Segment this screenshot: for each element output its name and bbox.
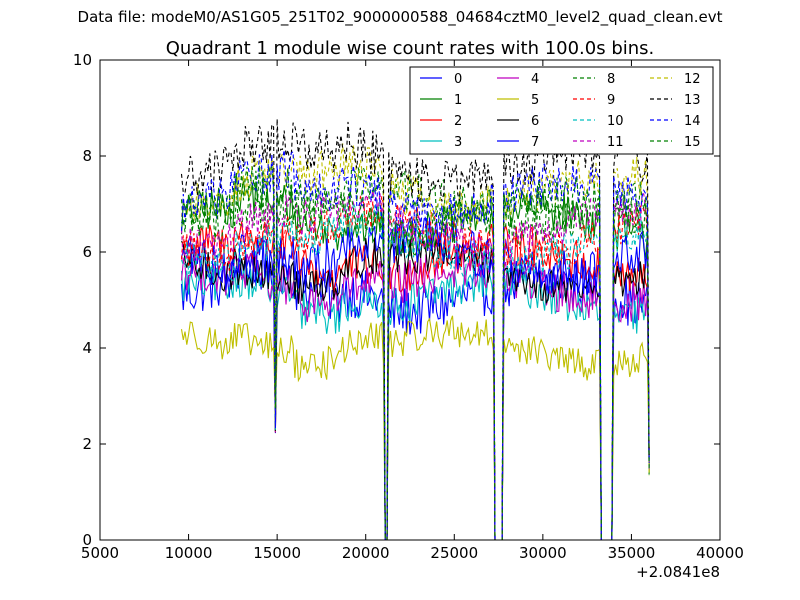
- series-line-8: [180, 166, 650, 540]
- x-offset-label: +2.0841e8: [636, 563, 720, 581]
- series-line-10: [180, 201, 650, 540]
- series-line-4: [180, 248, 650, 540]
- legend-label-10: 10: [607, 114, 624, 129]
- file-title: Data file: modeM0/AS1G05_251T02_90000005…: [77, 8, 723, 26]
- legend-label-7: 7: [531, 135, 539, 150]
- legend-label-9: 9: [607, 93, 615, 108]
- y-tick-label: 4: [82, 339, 92, 357]
- series-line-13: [180, 118, 650, 540]
- legend-label-8: 8: [607, 72, 615, 87]
- axes-layer: 5000 10000 15000 20000 25000 30000 35000 40000 0…: [73, 51, 744, 562]
- x-tick-label: 40000: [696, 544, 744, 562]
- legend-label-2: 2: [454, 114, 462, 129]
- plot-frame: [99, 59, 721, 541]
- y-tick-label: 6: [82, 243, 92, 261]
- y-tick-label: 10: [73, 51, 92, 69]
- y-tick-label: 2: [82, 435, 92, 453]
- x-tick-label: 5000: [81, 544, 119, 562]
- series-line-1: [180, 172, 650, 540]
- legend-label-5: 5: [531, 93, 539, 108]
- x-tick-label: 20000: [342, 544, 390, 562]
- legend-label-15: 15: [684, 135, 701, 150]
- y-tick-label: 8: [82, 147, 92, 165]
- series-line-11: [180, 190, 650, 540]
- series-line-6: [181, 237, 650, 540]
- legend-label-14: 14: [684, 114, 701, 129]
- legend-label-13: 13: [684, 93, 701, 108]
- x-tick-label: 10000: [165, 544, 213, 562]
- series-line-9: [180, 195, 650, 540]
- series-layer: [180, 118, 650, 540]
- legend-label-6: 6: [531, 114, 539, 129]
- series-line-15: [180, 165, 650, 540]
- chart-title: Quadrant 1 module wise count rates with …: [166, 38, 655, 59]
- legend-label-11: 11: [607, 135, 624, 150]
- legend-box: [409, 66, 714, 155]
- legend-label-4: 4: [531, 72, 539, 87]
- legend-label-3: 3: [454, 135, 462, 150]
- series-line-5: [180, 315, 650, 540]
- legend-label-0: 0: [454, 72, 462, 87]
- series-line-14: [180, 149, 650, 540]
- x-tick-label: 15000: [253, 544, 301, 562]
- legend-label-1: 1: [454, 93, 462, 108]
- legend-label-12: 12: [684, 72, 701, 87]
- x-tick-label: 35000: [608, 544, 656, 562]
- x-tick-label: 30000: [519, 544, 567, 562]
- x-tick-label: 25000: [430, 544, 478, 562]
- y-tick-label: 0: [82, 531, 92, 549]
